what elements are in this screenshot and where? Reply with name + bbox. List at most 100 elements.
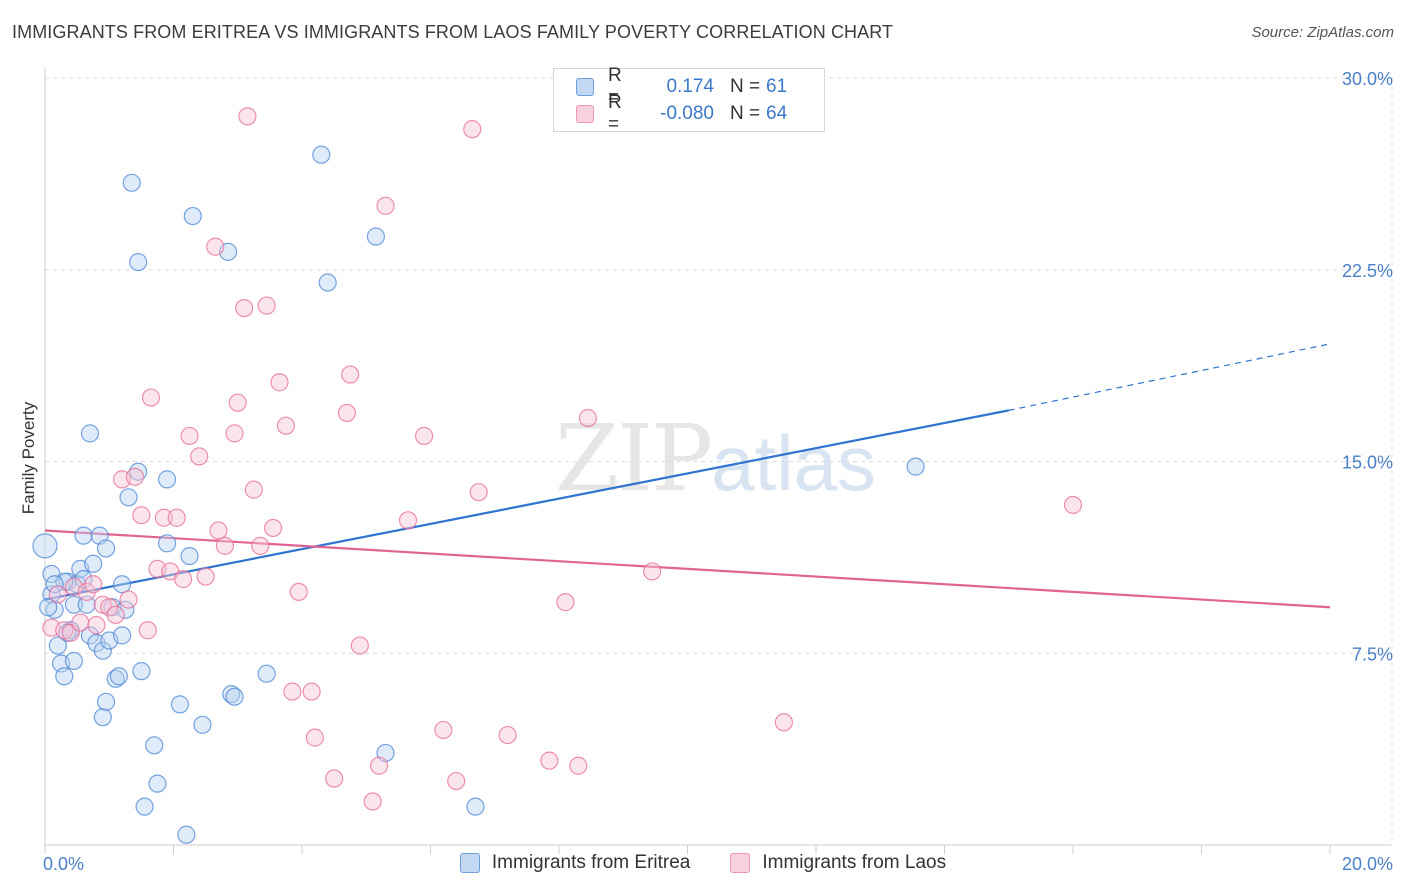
point-laos — [643, 562, 662, 581]
point-eritrea — [84, 554, 103, 573]
point-laos — [132, 506, 151, 525]
point-laos — [263, 518, 283, 538]
point-laos — [774, 713, 793, 732]
point-laos — [341, 365, 360, 384]
point-laos — [469, 483, 488, 502]
point-eritrea — [177, 825, 196, 844]
y-tick-label: 30.0% — [1342, 69, 1393, 89]
chart-title: IMMIGRANTS FROM ERITREA VS IMMIGRANTS FR… — [12, 22, 894, 42]
point-eritrea — [119, 488, 138, 507]
point-laos — [498, 725, 517, 745]
legend-row-laos: R = -0.080 N = 64 — [576, 92, 788, 135]
point-eritrea — [157, 534, 177, 553]
point-laos — [578, 408, 598, 428]
legend-swatch-blue — [576, 78, 594, 96]
point-eritrea — [112, 575, 132, 594]
point-laos — [141, 388, 161, 407]
legend-item-laos[interactable]: Immigrants from Laos — [730, 852, 946, 874]
axes — [44, 68, 1392, 854]
legend-swatch-pink — [576, 105, 594, 123]
point-eritrea — [135, 797, 154, 816]
trend-line-eritrea-extension — [1008, 343, 1331, 411]
trend-line-laos — [44, 529, 1331, 609]
legend-n-value: 64 — [766, 103, 788, 124]
point-eritrea — [45, 575, 64, 594]
legend-r-label: R = — [608, 92, 622, 135]
point-eritrea — [906, 457, 925, 476]
point-laos — [363, 792, 382, 811]
point-laos — [1063, 495, 1083, 515]
point-laos — [337, 403, 357, 423]
point-laos — [228, 393, 247, 412]
legend-n-label: N = — [730, 76, 761, 97]
point-laos — [540, 751, 559, 770]
point-eritrea — [148, 774, 167, 793]
point-laos — [125, 467, 145, 486]
point-laos — [376, 196, 395, 215]
x-tick-label: 20.0% — [1342, 854, 1393, 874]
point-laos — [447, 771, 466, 791]
point-eritrea — [96, 539, 116, 558]
point-laos — [138, 621, 157, 640]
point-eritrea — [112, 626, 132, 645]
point-laos — [463, 120, 482, 139]
point-eritrea — [145, 736, 164, 755]
x-tick-label: 0.0% — [43, 854, 84, 874]
point-laos — [276, 416, 296, 435]
legend-item-eritrea[interactable]: Immigrants from Eritrea — [459, 852, 691, 874]
point-laos — [167, 508, 186, 527]
legend-swatch-blue — [459, 853, 480, 873]
point-laos — [119, 590, 138, 609]
gridlines — [45, 77, 1393, 845]
point-laos — [251, 536, 270, 555]
legend-r-label: R = — [608, 65, 622, 108]
point-laos — [434, 720, 453, 740]
point-eritrea — [106, 669, 125, 688]
point-laos — [350, 636, 369, 655]
point-eritrea — [96, 692, 116, 711]
point-eritrea — [366, 227, 385, 246]
point-eritrea — [170, 695, 190, 714]
point-eritrea — [109, 667, 128, 686]
legend-label-eritrea: Immigrants from Eritrea — [491, 852, 691, 873]
point-eritrea — [32, 533, 58, 559]
point-laos — [235, 299, 254, 318]
legend-n-value: 61 — [766, 76, 788, 97]
point-eritrea — [39, 598, 58, 617]
point-laos — [215, 536, 234, 555]
point-laos — [244, 480, 263, 499]
point-laos — [48, 585, 67, 604]
y-tick-label: 22.5% — [1342, 261, 1393, 281]
point-eritrea — [80, 424, 100, 443]
trend-lines — [44, 343, 1331, 609]
source-label: Source: ZipAtlas.com — [1251, 24, 1394, 41]
legend-swatch-pink — [730, 853, 751, 873]
point-eritrea — [183, 206, 202, 226]
point-laos — [370, 756, 389, 775]
point-laos — [190, 447, 209, 466]
point-laos — [414, 426, 434, 446]
point-laos — [84, 575, 103, 594]
point-eritrea — [312, 145, 331, 164]
point-laos — [305, 728, 324, 747]
legend-row-eritrea: R = 0.174 N = 61 — [576, 65, 788, 108]
point-eritrea — [157, 470, 177, 489]
point-laos — [302, 682, 321, 701]
point-laos — [257, 296, 276, 315]
point-laos — [71, 613, 90, 632]
point-laos — [270, 373, 289, 392]
point-laos — [325, 769, 344, 788]
point-laos — [569, 756, 588, 775]
point-eritrea — [318, 273, 337, 292]
point-laos — [289, 582, 308, 601]
point-eritrea — [48, 636, 67, 655]
point-eritrea — [132, 662, 151, 681]
point-laos — [225, 424, 244, 443]
point-laos — [206, 237, 225, 256]
point-eritrea — [77, 595, 96, 614]
point-eritrea — [64, 651, 84, 671]
point-laos — [238, 107, 257, 126]
point-eritrea — [122, 173, 141, 192]
series-laos-points — [42, 107, 1083, 811]
